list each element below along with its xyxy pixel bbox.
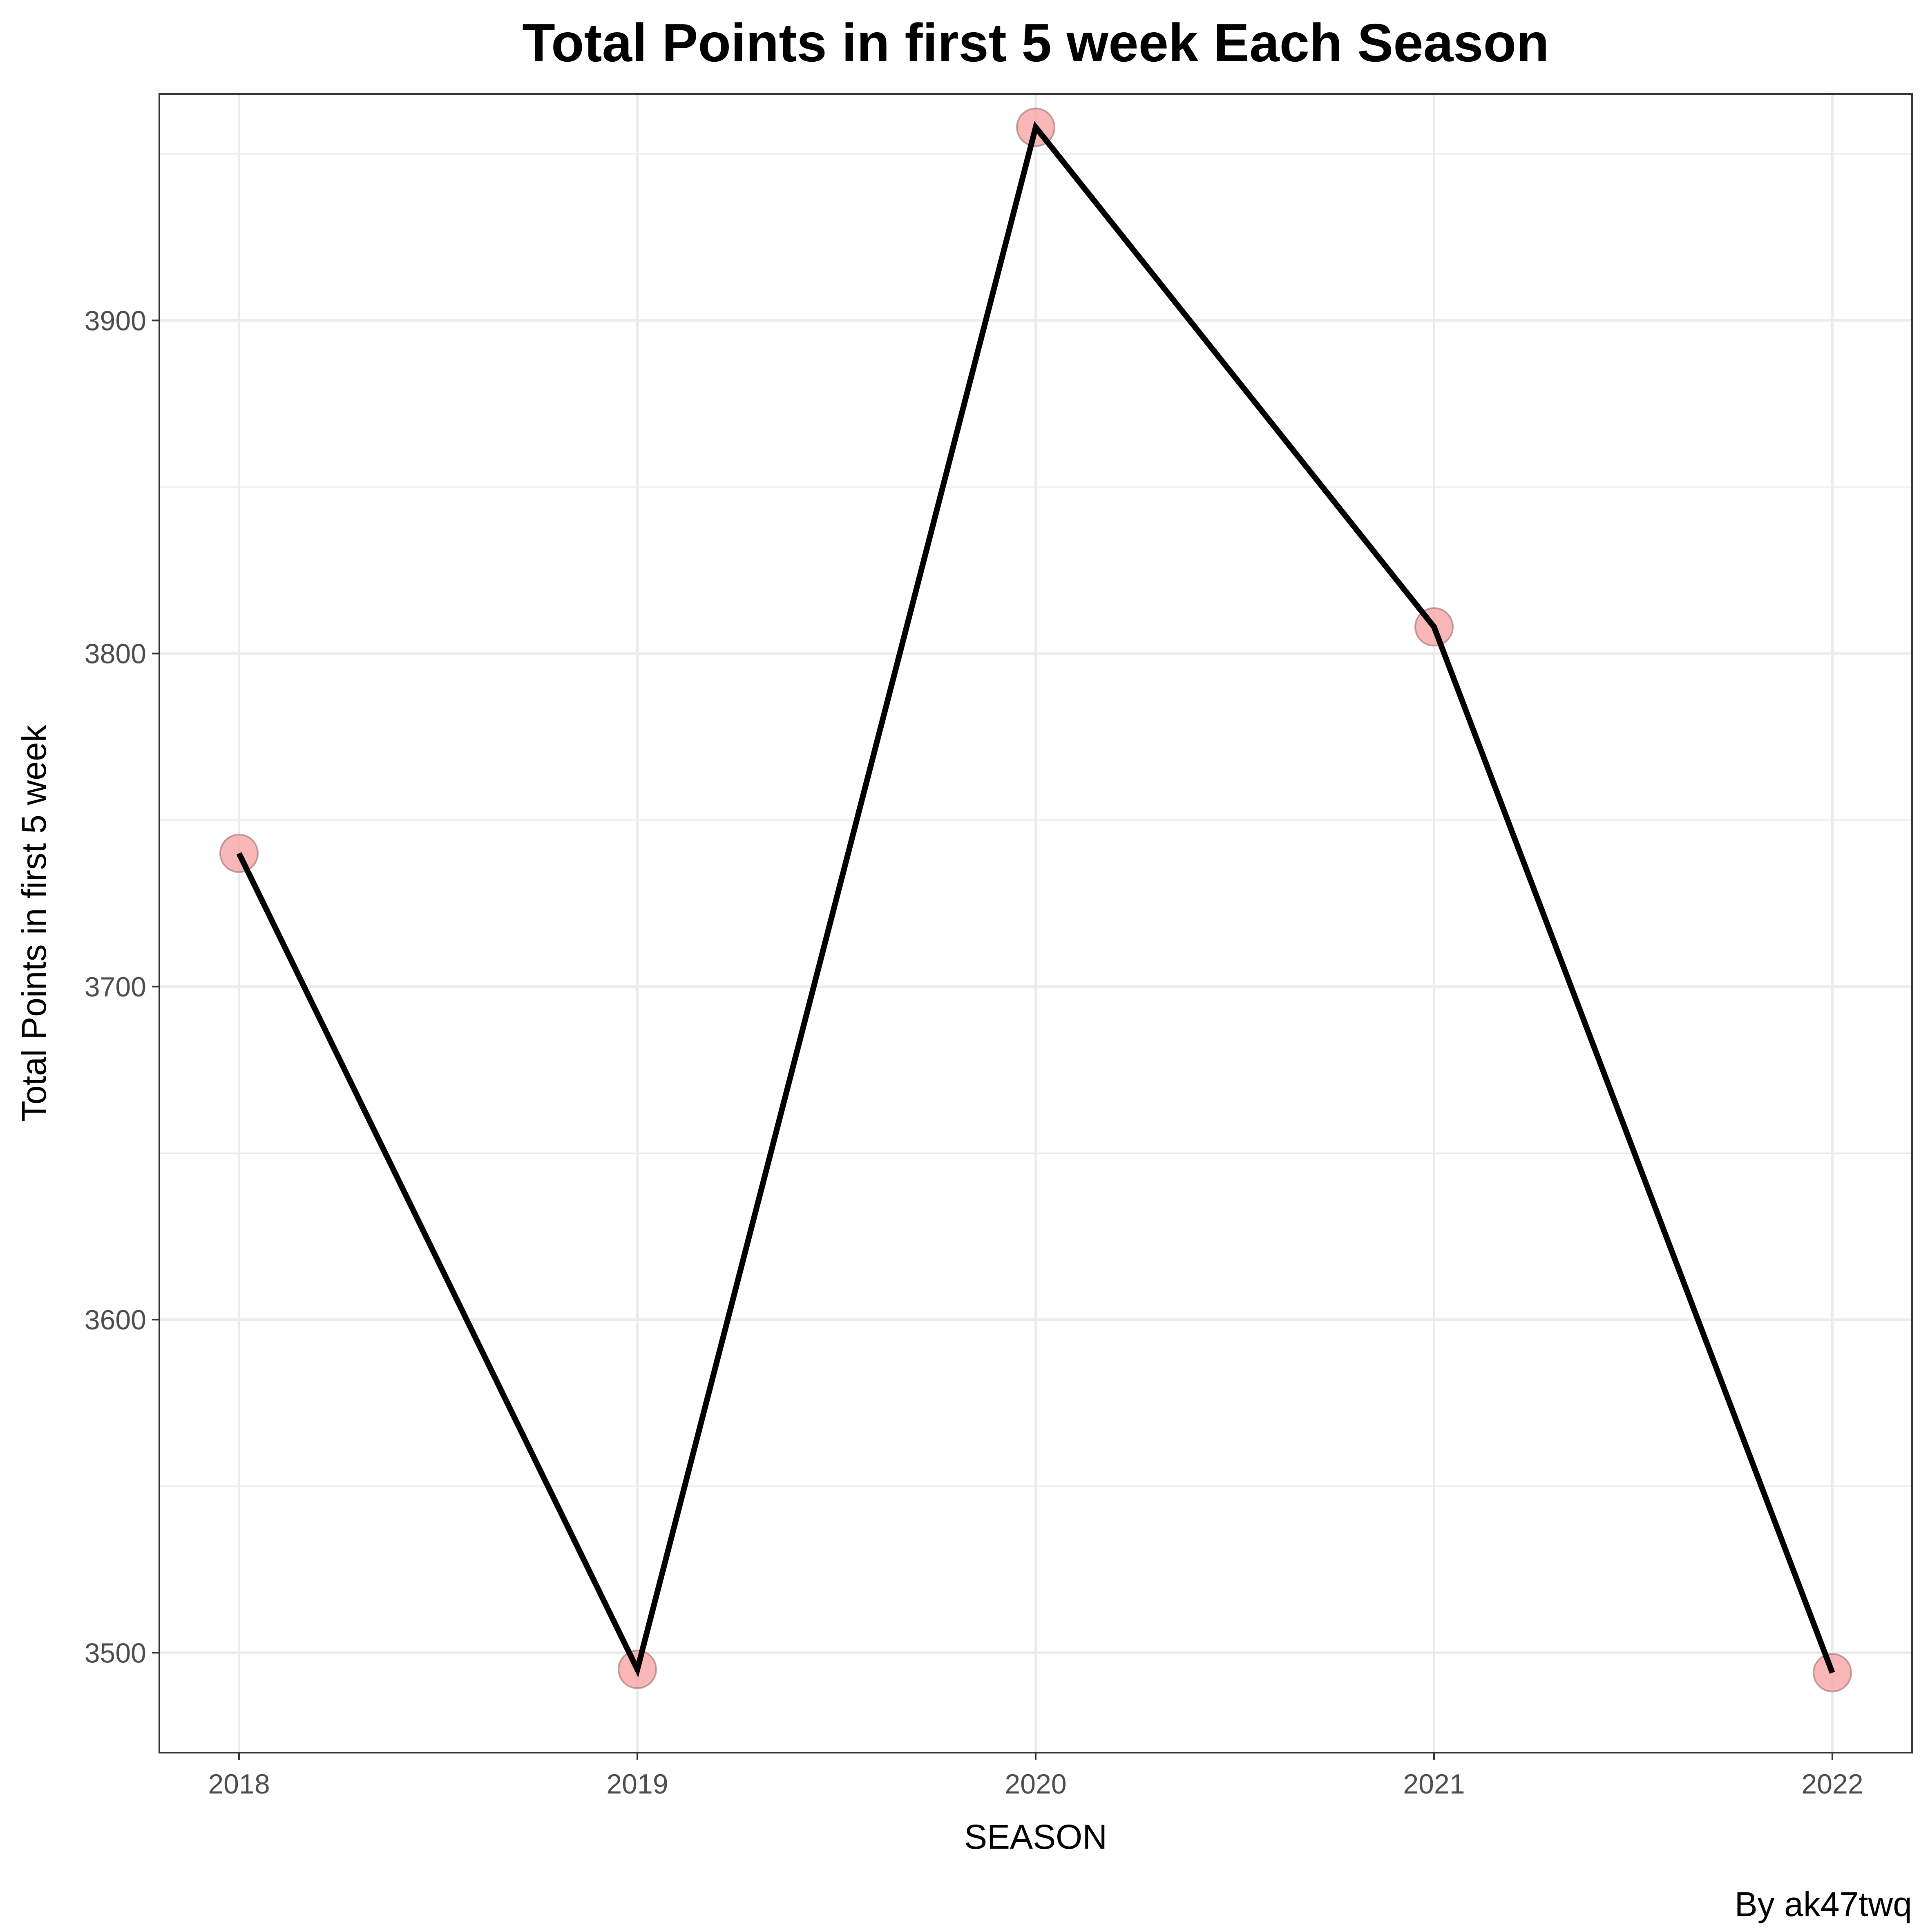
caption: By ak47twq bbox=[1735, 1885, 1912, 1923]
x-tick-label-2019: 2019 bbox=[606, 1769, 668, 1800]
x-tick-label-2022: 2022 bbox=[1801, 1769, 1863, 1800]
y-tick-label-3800: 3800 bbox=[85, 639, 146, 670]
y-tick-label-3900: 3900 bbox=[85, 305, 146, 336]
x-tick-label-2021: 2021 bbox=[1403, 1769, 1465, 1800]
axis-layer: 3500 3600 3700 3800 3900 2018 2019 2020 2021 2022 bbox=[85, 305, 1863, 1800]
y-tick-label-3700: 3700 bbox=[85, 972, 146, 1003]
grid-layer bbox=[159, 94, 1912, 1753]
x-tick-label-2018: 2018 bbox=[208, 1769, 270, 1800]
series-line-0 bbox=[236, 121, 1835, 1678]
x-tick-label-2020: 2020 bbox=[1005, 1769, 1066, 1800]
y-tick-label-3600: 3600 bbox=[85, 1304, 146, 1336]
x-axis-title: SEASON bbox=[964, 1818, 1107, 1856]
y-tick-label-3500: 3500 bbox=[85, 1637, 146, 1668]
series-layer bbox=[219, 107, 1852, 1693]
y-axis-title: Total Points in first 5 week bbox=[15, 724, 53, 1121]
chart-title: Total Points in first 5 week Each Season bbox=[522, 13, 1549, 73]
